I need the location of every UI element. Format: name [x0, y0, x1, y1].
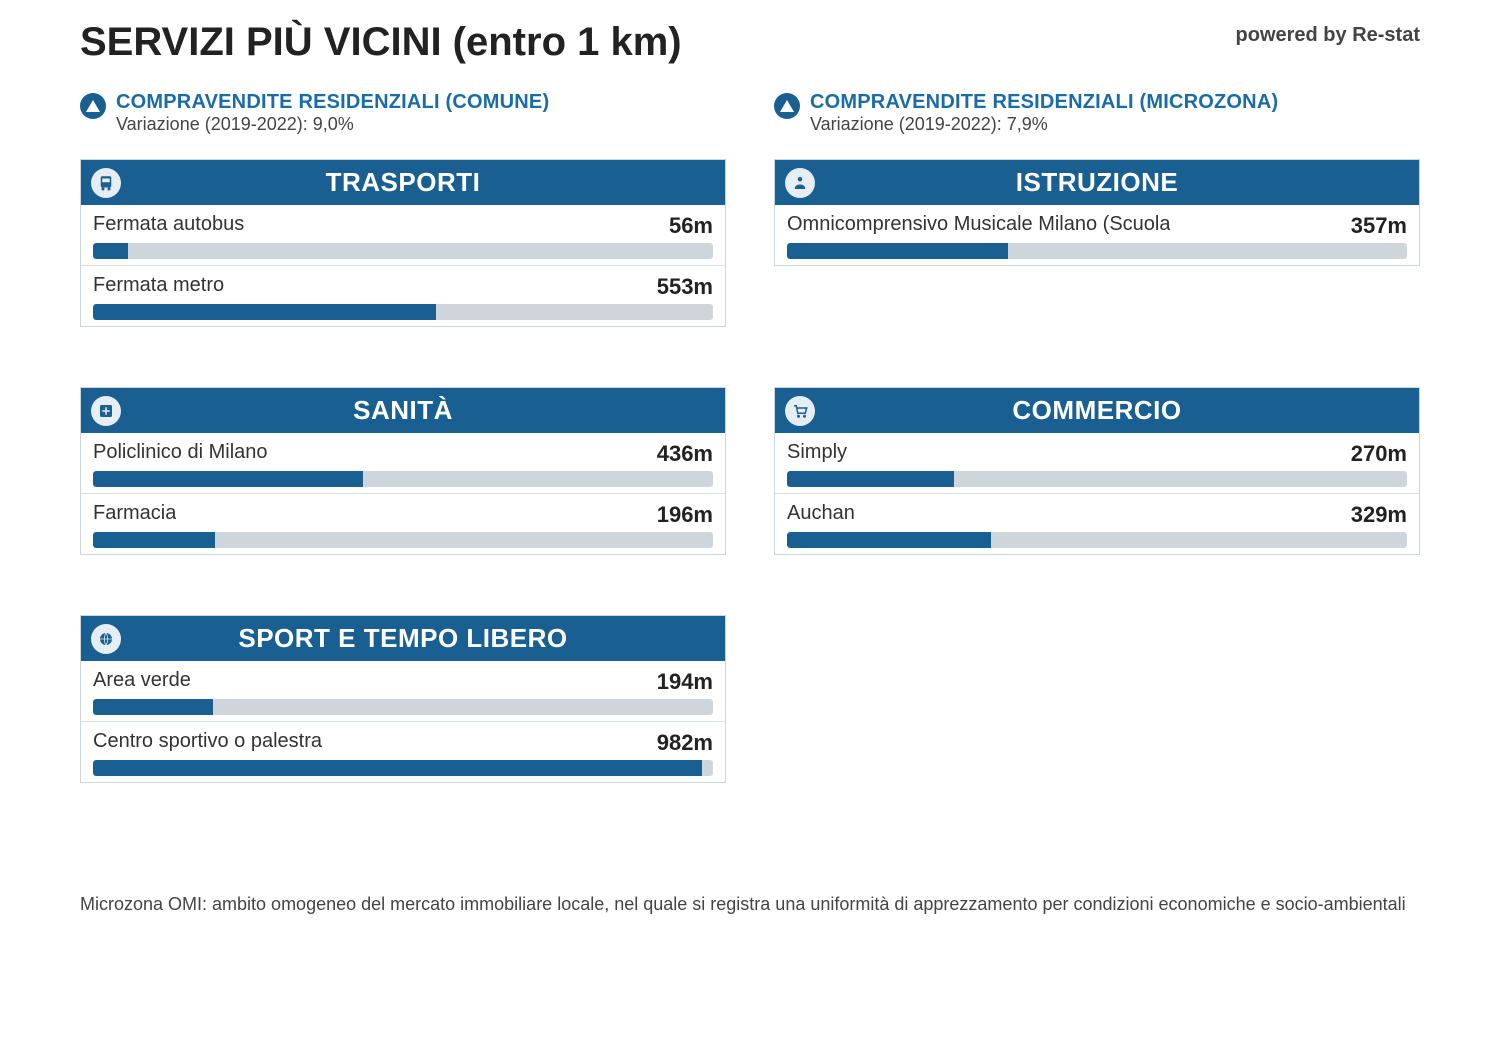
service-distance: 56m [669, 213, 713, 239]
panel-istruzione: ISTRUZIONE Omnicomprensivo Musicale Milan… [774, 159, 1420, 327]
cart-icon [785, 396, 815, 426]
panel-body: Fermata autobus 56m Fermata metro 553m [80, 205, 726, 327]
service-distance: 553m [657, 274, 713, 300]
service-distance: 270m [1351, 441, 1407, 467]
panels-grid: TRASPORTI Fermata autobus 56m Fermata metro… [80, 159, 1420, 783]
service-label: Area verde [93, 669, 191, 691]
distance-bar [93, 699, 713, 715]
distance-bar [93, 471, 713, 487]
distance-bar [93, 760, 713, 776]
distance-bar-fill [787, 243, 1008, 259]
trend-up-icon [80, 93, 106, 119]
panel-sport: SPORT E TEMPO LIBERO Area verde 194m Centro… [80, 615, 726, 783]
distance-bar [93, 304, 713, 320]
panel-body: Area verde 194m Centro sportivo o palestra… [80, 661, 726, 783]
service-row: Farmacia 196m [81, 494, 725, 555]
panel-header: ISTRUZIONE [774, 159, 1420, 205]
panel-body: Omnicomprensivo Musicale Milano (Scuola 3… [774, 205, 1420, 266]
distance-bar [787, 243, 1407, 259]
service-label: Auchan [787, 502, 855, 524]
stat-title: COMPRAVENDITE RESIDENZIALI (MICROZONA) [810, 91, 1278, 114]
trend-up-icon [774, 93, 800, 119]
panel-trasporti: TRASPORTI Fermata autobus 56m Fermata metro… [80, 159, 726, 327]
service-row: Centro sportivo o palestra 982m [81, 722, 725, 783]
distance-bar-fill [93, 304, 436, 320]
distance-bar-fill [787, 532, 991, 548]
school-icon [785, 168, 815, 198]
service-row: Fermata metro 553m [81, 266, 725, 327]
panel-title: ISTRUZIONE [815, 167, 1419, 198]
distance-bar-fill [93, 699, 213, 715]
panel-body: Policlinico di Milano 436m Farmacia 196m [80, 433, 726, 555]
stat-title: COMPRAVENDITE RESIDENZIALI (COMUNE) [116, 91, 549, 114]
distance-bar-fill [93, 760, 702, 776]
panel-title: COMMERCIO [815, 395, 1419, 426]
service-label: Farmacia [93, 502, 176, 524]
distance-bar-fill [93, 243, 128, 259]
stat-comune: COMPRAVENDITE RESIDENZIALI (COMUNE) Vari… [80, 91, 726, 135]
service-label: Fermata autobus [93, 213, 244, 235]
ball-icon [91, 624, 121, 654]
service-label: Simply [787, 441, 847, 463]
page-title: SERVIZI PIÙ VICINI (entro 1 km) [80, 20, 682, 65]
service-distance: 357m [1351, 213, 1407, 239]
distance-bar [93, 532, 713, 548]
service-row: Fermata autobus 56m [81, 205, 725, 266]
panel-commercio: COMMERCIO Simply 270m Auchan 329m [774, 387, 1420, 555]
service-row: Area verde 194m [81, 661, 725, 722]
distance-bar-fill [787, 471, 954, 487]
panel-sanita: SANITÀ Policlinico di Milano 436m Farmacia 1… [80, 387, 726, 555]
distance-bar [93, 243, 713, 259]
hospital-icon [91, 396, 121, 426]
panel-header: SPORT E TEMPO LIBERO [80, 615, 726, 661]
service-row: Simply 270m [775, 433, 1419, 494]
service-row: Omnicomprensivo Musicale Milano (Scuola 3… [775, 205, 1419, 266]
panel-header: SANITÀ [80, 387, 726, 433]
service-distance: 982m [657, 730, 713, 756]
panel-header: TRASPORTI [80, 159, 726, 205]
distance-bar-fill [93, 532, 215, 548]
service-distance: 436m [657, 441, 713, 467]
service-label: Policlinico di Milano [93, 441, 268, 463]
stat-subtitle: Variazione (2019-2022): 7,9% [810, 114, 1278, 135]
service-label: Fermata metro [93, 274, 224, 296]
service-label: Omnicomprensivo Musicale Milano (Scuola [787, 213, 1170, 235]
service-row: Policlinico di Milano 436m [81, 433, 725, 494]
service-row: Auchan 329m [775, 494, 1419, 555]
panel-title: TRASPORTI [121, 167, 725, 198]
service-distance: 196m [657, 502, 713, 528]
panel-title: SANITÀ [121, 395, 725, 426]
distance-bar [787, 471, 1407, 487]
panel-body: Simply 270m Auchan 329m [774, 433, 1420, 555]
distance-bar [787, 532, 1407, 548]
service-distance: 194m [657, 669, 713, 695]
powered-by-label: powered by Re-stat [1236, 24, 1420, 47]
service-label: Centro sportivo o palestra [93, 730, 322, 752]
page-header: SERVIZI PIÙ VICINI (entro 1 km) powered … [80, 20, 1420, 65]
distance-bar-fill [93, 471, 363, 487]
service-distance: 329m [1351, 502, 1407, 528]
footnote: Microzona OMI: ambito omogeneo del merca… [80, 893, 1420, 916]
panel-header: COMMERCIO [774, 387, 1420, 433]
stats-row: COMPRAVENDITE RESIDENZIALI (COMUNE) Vari… [80, 91, 1420, 135]
panel-title: SPORT E TEMPO LIBERO [121, 623, 725, 654]
stat-microzona: COMPRAVENDITE RESIDENZIALI (MICROZONA) V… [774, 91, 1420, 135]
stat-subtitle: Variazione (2019-2022): 9,0% [116, 114, 549, 135]
bus-icon [91, 168, 121, 198]
